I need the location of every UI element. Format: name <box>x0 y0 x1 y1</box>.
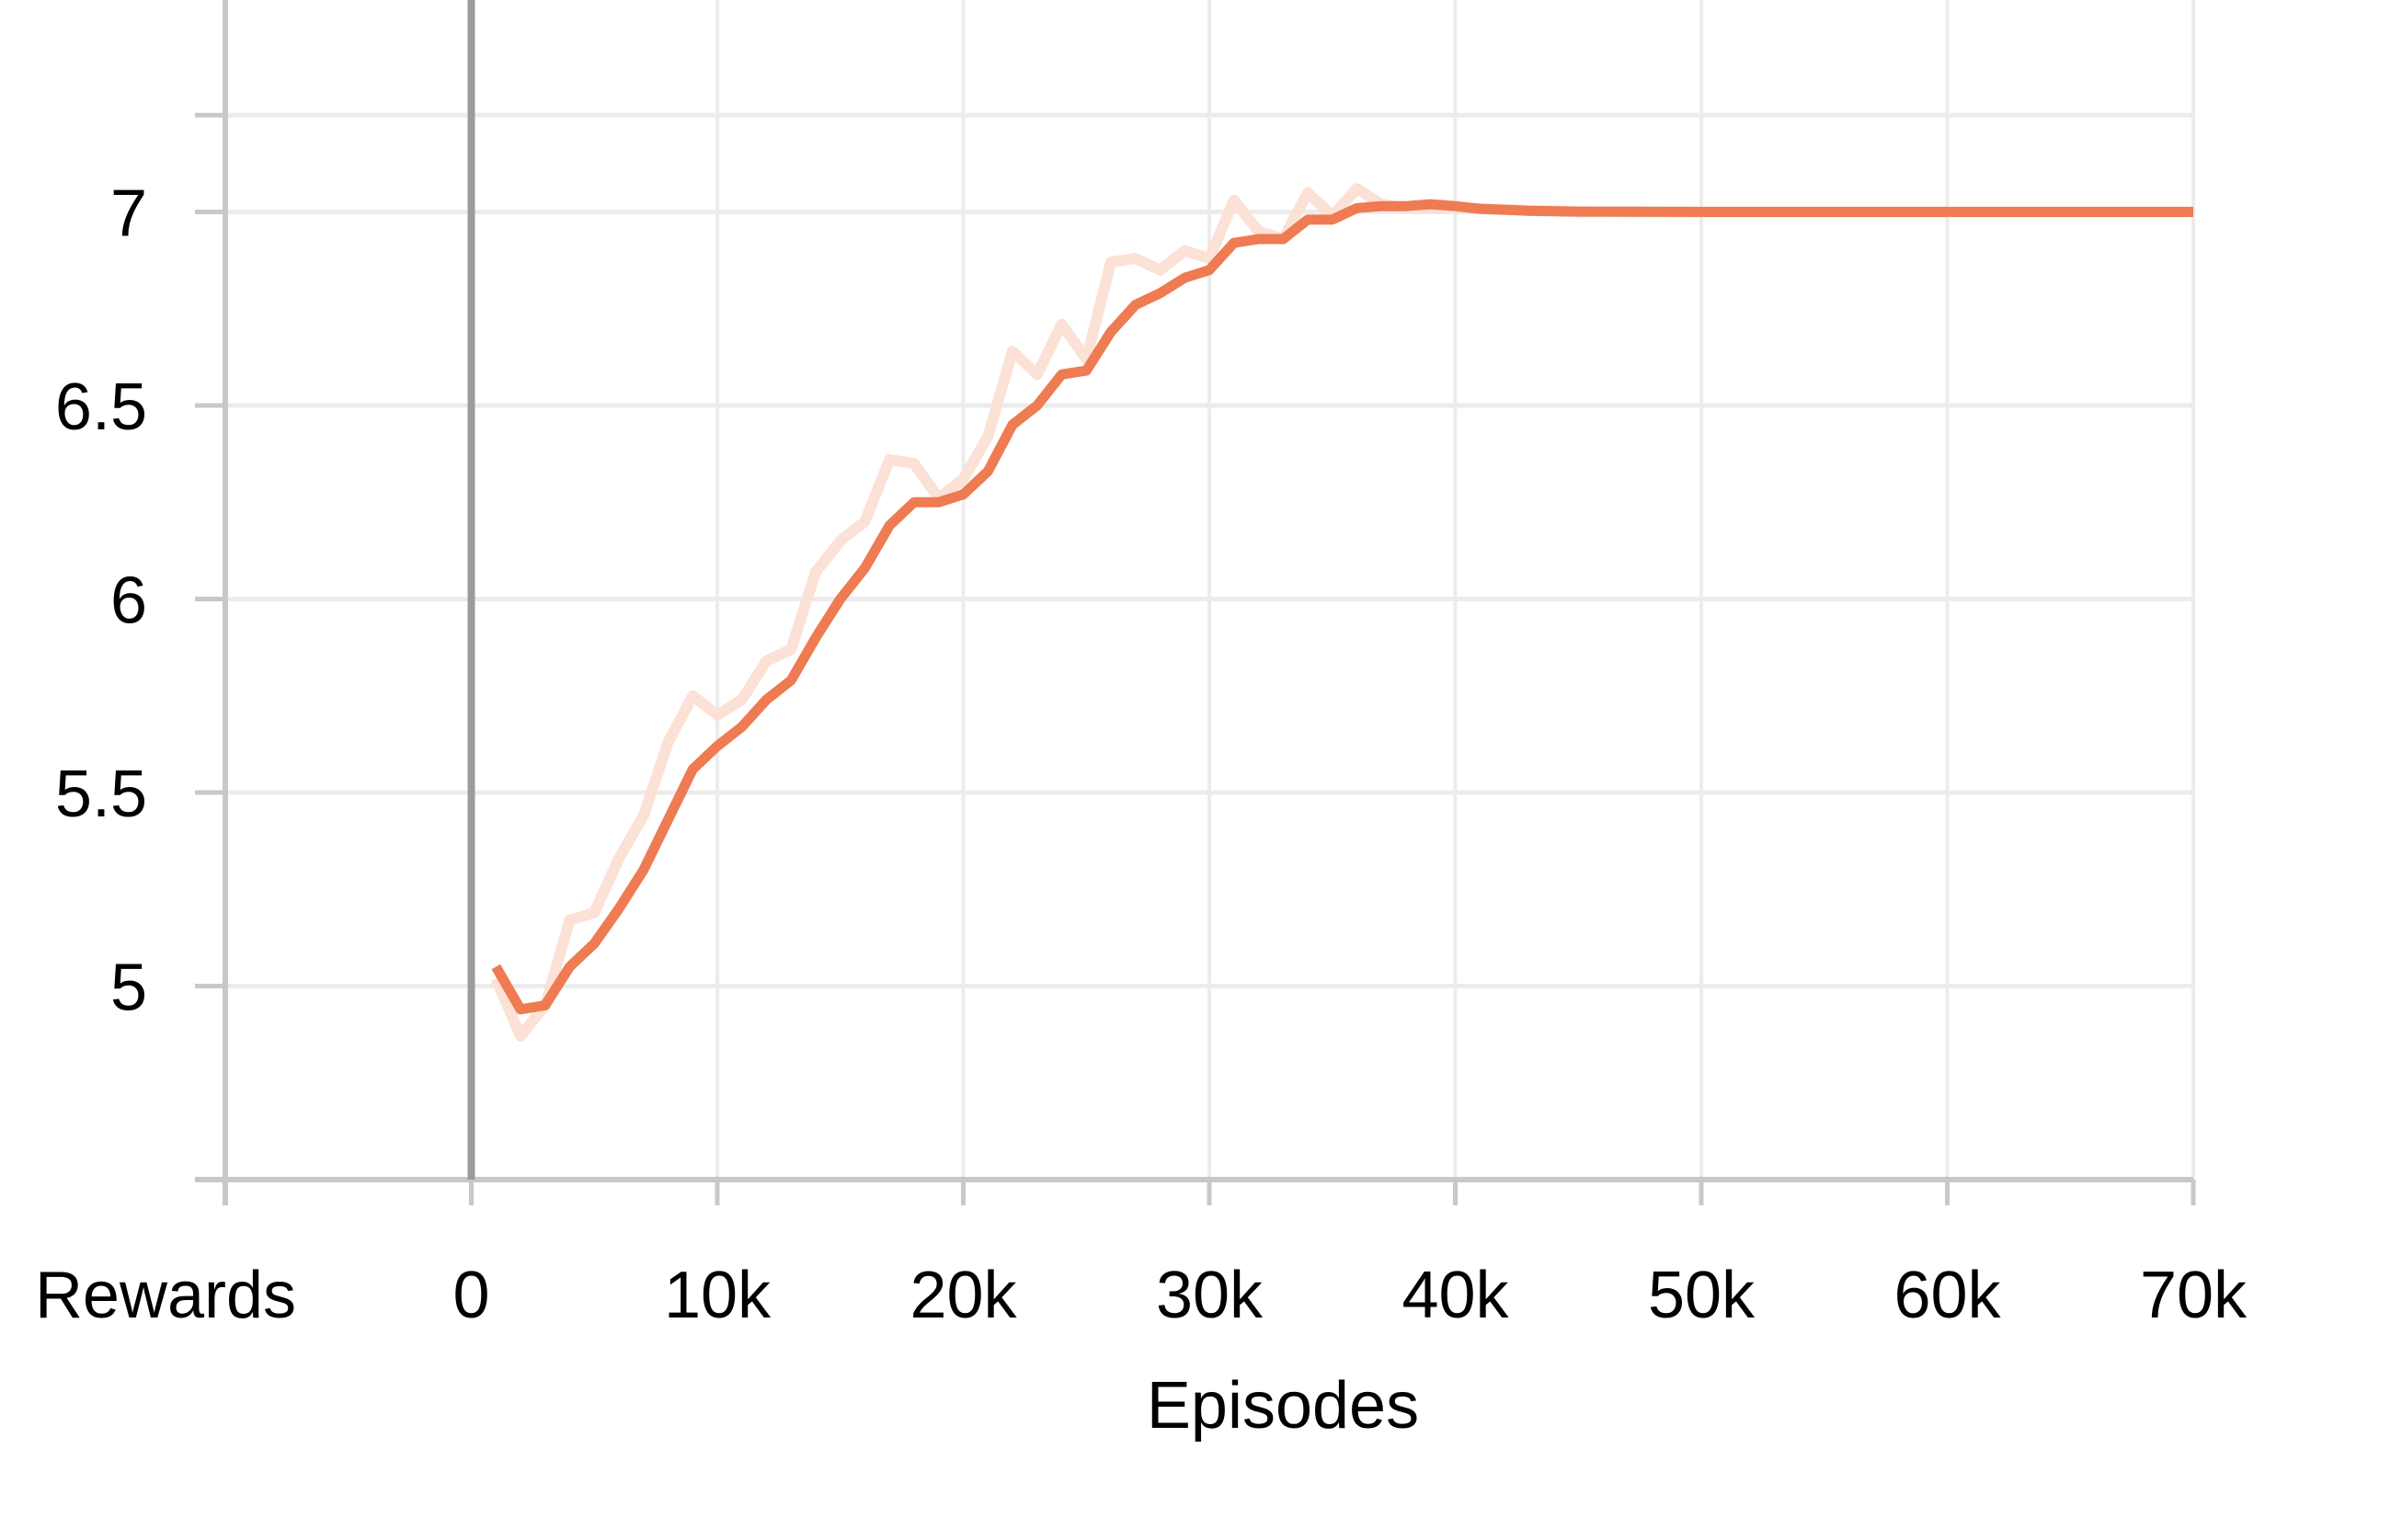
y-tick-label: 6 <box>110 565 147 638</box>
x-tick-label: 10k <box>664 1259 772 1332</box>
smoothed-series-line <box>491 199 2193 1015</box>
x-tick-label: 30k <box>1156 1259 1264 1332</box>
y-tick-label: 5.5 <box>55 758 147 831</box>
raw-series-line <box>490 183 2193 1043</box>
x-tick-label: 0 <box>452 1259 489 1332</box>
grid-lines <box>225 0 2195 1180</box>
x-axis-title: Episodes <box>1147 1369 1419 1443</box>
y-tick-label: 6.5 <box>55 371 147 444</box>
y-axis-title: Rewards <box>35 1259 296 1332</box>
axes <box>195 0 2196 1205</box>
x-tick-label: 60k <box>1893 1259 2001 1332</box>
x-tick-label: 20k <box>909 1259 1017 1332</box>
y-tick-label: 5 <box>110 952 147 1025</box>
x-tick-label: 70k <box>2140 1259 2248 1332</box>
y-tick-label: 7 <box>110 177 147 251</box>
x-tick-label: 40k <box>1401 1259 1509 1332</box>
tick-labels: 5 5.5 6 6.5 7 0 10k 20k 30k 40k 50k 60k 70k <box>55 177 2248 1333</box>
x-tick-label: 50k <box>1648 1259 1756 1332</box>
series <box>490 183 2193 1043</box>
